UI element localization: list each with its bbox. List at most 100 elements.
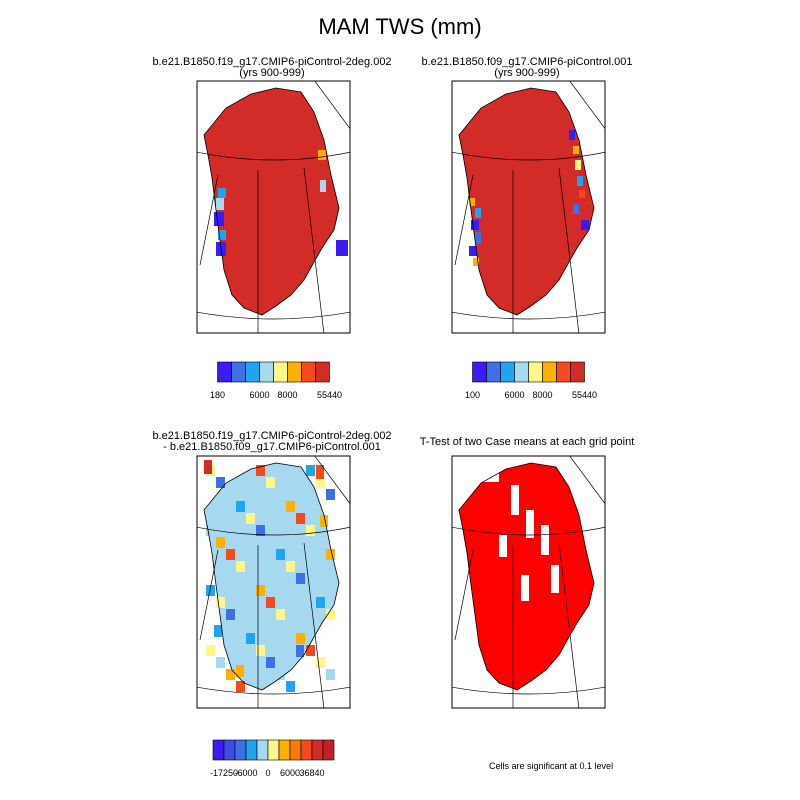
grid-cell bbox=[581, 220, 589, 230]
longitude-line bbox=[454, 549, 474, 641]
colorbar-tick-label: 55440 bbox=[317, 390, 342, 400]
grid-cell bbox=[511, 485, 519, 515]
grid-cell bbox=[236, 665, 244, 677]
grid-cell bbox=[475, 208, 481, 218]
grid-cell bbox=[326, 669, 335, 680]
panel-3-title-line-1: b.e21.B1850.f19_g17.CMIP6-piControl-2deg… bbox=[152, 430, 392, 442]
grid-cell bbox=[276, 549, 285, 560]
grid-cell bbox=[256, 585, 265, 596]
longitude-line bbox=[199, 174, 219, 266]
longitude-line bbox=[313, 456, 350, 506]
colorbar-box bbox=[486, 361, 501, 383]
colorbar-box bbox=[231, 361, 246, 383]
colorbar-tick-label: 55440 bbox=[572, 390, 597, 400]
colorbar-box bbox=[278, 739, 291, 761]
grid-cell bbox=[296, 645, 304, 657]
grid-cell bbox=[326, 489, 335, 500]
colorbar-box bbox=[528, 361, 543, 383]
longitude-line bbox=[313, 81, 350, 131]
grid-cell bbox=[206, 645, 215, 656]
grid-cell bbox=[481, 470, 499, 482]
colorbar-box bbox=[315, 361, 330, 383]
colorbar-tick-label: 6000 bbox=[504, 390, 524, 400]
colorbar-box bbox=[514, 361, 529, 383]
map-panel-case2 bbox=[451, 80, 606, 334]
significance-note: Cells are significant at 0.1 level bbox=[489, 761, 614, 771]
grid-cell bbox=[286, 501, 295, 512]
grid-cell bbox=[306, 525, 315, 536]
colorbar-tick-label: 36840 bbox=[299, 768, 324, 778]
grid-cell bbox=[469, 246, 477, 256]
grid-cell bbox=[256, 465, 265, 476]
panel-1-title-line-1: b.e21.B1850.f19_g17.CMIP6-piControl-2deg… bbox=[152, 56, 392, 68]
coastline bbox=[458, 462, 595, 691]
colorbar-tick-label: 8000 bbox=[532, 390, 552, 400]
colorbar-box bbox=[234, 739, 247, 761]
grid-cell bbox=[577, 176, 583, 186]
grid-cell bbox=[579, 190, 585, 198]
grid-cell bbox=[336, 240, 348, 256]
colorbar-box bbox=[300, 739, 313, 761]
colorbar-case2: 100 6000 8000 55440 bbox=[465, 361, 597, 400]
grid-cell bbox=[236, 681, 245, 692]
grid-cell bbox=[246, 513, 255, 524]
panel-3-title-line-2: - b.e21.B1850.f09_g17.CMIP6-piControl.00… bbox=[163, 441, 381, 453]
grid-cell bbox=[216, 597, 225, 608]
grid-cell bbox=[475, 232, 481, 244]
grid-cell bbox=[226, 489, 235, 500]
grid-cell bbox=[246, 573, 255, 584]
grid-cell bbox=[521, 575, 529, 601]
colorbar-box bbox=[223, 739, 236, 761]
grid-cell bbox=[206, 525, 215, 536]
colorbar-difference: -17250-6000 0 6000 36840 bbox=[210, 739, 335, 778]
grid-cell bbox=[214, 625, 222, 637]
grid-cell bbox=[226, 669, 235, 680]
grid-cell bbox=[326, 549, 335, 560]
grid-cell bbox=[266, 537, 275, 548]
land-fill bbox=[204, 463, 339, 690]
coastline bbox=[203, 462, 340, 691]
grid-cell bbox=[266, 597, 275, 608]
colorbar-box bbox=[267, 739, 280, 761]
grid-cell bbox=[226, 609, 235, 620]
colorbar-box bbox=[289, 739, 302, 761]
colorbar-box bbox=[245, 361, 260, 383]
map-panel-difference bbox=[196, 455, 351, 709]
colorbar-tick-label: 180 bbox=[210, 390, 225, 400]
grid-cell bbox=[318, 150, 326, 160]
coastline bbox=[203, 87, 340, 316]
grid-cell bbox=[276, 669, 285, 680]
map-frame bbox=[196, 80, 351, 334]
colorbar-box bbox=[542, 361, 557, 383]
longitude-line bbox=[568, 81, 605, 131]
grid-cell bbox=[306, 585, 315, 596]
longitude-line bbox=[454, 174, 474, 266]
grid-cell bbox=[216, 537, 225, 548]
grid-cell bbox=[296, 573, 305, 584]
grid-cell bbox=[296, 513, 305, 524]
panel-4-title: T-Test of two Case means at each grid po… bbox=[400, 437, 654, 448]
longitude-line bbox=[568, 456, 605, 506]
grid-cell bbox=[216, 477, 225, 488]
grid-cell bbox=[286, 621, 295, 632]
colorbar-box bbox=[259, 361, 274, 383]
map-frame bbox=[451, 80, 606, 334]
grid-cell bbox=[499, 535, 507, 557]
grid-cell bbox=[316, 477, 325, 488]
grid-cell bbox=[286, 681, 295, 692]
grid-cell bbox=[236, 561, 245, 572]
colorbar-box bbox=[301, 361, 316, 383]
colorbar-box bbox=[322, 739, 335, 761]
grid-cell bbox=[286, 561, 295, 572]
land-fill bbox=[204, 88, 339, 315]
colorbar-tick-label: -6000 bbox=[234, 768, 257, 778]
longitude-line bbox=[303, 167, 325, 333]
grid-cell bbox=[573, 204, 579, 214]
grid-cell bbox=[216, 198, 224, 210]
colorbar-box bbox=[256, 739, 269, 761]
grid-cell bbox=[473, 258, 479, 266]
grid-cell bbox=[306, 465, 315, 476]
colorbar-box bbox=[245, 739, 258, 761]
grid-cell bbox=[246, 633, 255, 644]
latitude-line bbox=[197, 526, 350, 536]
